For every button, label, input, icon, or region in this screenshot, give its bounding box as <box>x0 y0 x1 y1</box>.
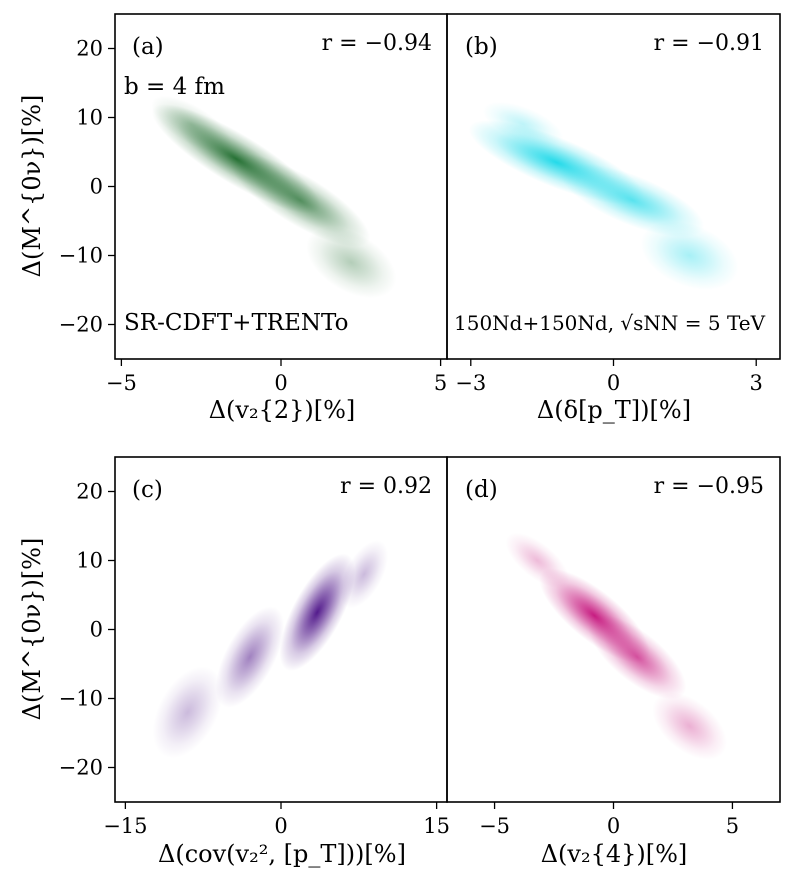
panel-d-density-blob <box>505 532 570 589</box>
panel-a-density-blob <box>151 95 233 153</box>
panel-a: −5 0 5 20 10 0 −10 −20 <box>59 13 448 395</box>
panel-d-corr: r = −0.95 <box>654 474 764 499</box>
panel-d-label: (d) <box>465 477 498 503</box>
panel-b-xtick-label: 3 <box>750 371 763 395</box>
panel-d-xtick-label: −5 <box>479 814 510 838</box>
panel-a-ytick-label: −10 <box>59 244 103 268</box>
panel-c-label: (c) <box>132 477 163 503</box>
panel-d: −5 0 5 <box>446 456 781 838</box>
panel-d-density <box>505 532 727 760</box>
panel-b-label: (b) <box>465 34 498 60</box>
bottom-ylabel: Δ(M^{0ν})[%] <box>18 538 46 721</box>
panel-a-ytick-label: −20 <box>59 313 103 337</box>
top-ylabel: Δ(M^{0ν})[%] <box>18 95 46 278</box>
panel-c-density-blob <box>152 666 223 759</box>
panel-c-xtick-label: −15 <box>103 814 147 838</box>
panel-c-ytick-label: −20 <box>59 756 103 780</box>
panel-a-label: (a) <box>132 34 164 60</box>
panel-c-ytick-label: 10 <box>76 549 103 573</box>
panel-c-density-blob <box>279 553 356 672</box>
panel-a-density-blob <box>230 153 371 247</box>
panel-a-density <box>151 95 397 299</box>
panel-d-density-blob <box>588 614 687 700</box>
panel-a-ytick-label: 20 <box>76 37 103 61</box>
panel-b-density-blob <box>560 163 705 238</box>
model-note: SR-CDFT+TRENTo <box>124 310 348 336</box>
panel-c-xtick-label: 15 <box>423 814 450 838</box>
panel-d-xtick-label: 0 <box>607 814 620 838</box>
panel-b: −3 0 3 <box>446 13 781 395</box>
panel-c-density-blob <box>340 540 388 609</box>
panel-c-density <box>152 540 388 759</box>
panel-b-xlabel: Δ(δ[p_T])[%] <box>537 396 691 424</box>
panel-b-density-blob <box>482 101 564 148</box>
panel-a-ytick-label: 0 <box>90 175 103 199</box>
panel-c-xtick-label: 0 <box>274 814 287 838</box>
panel-b-density-blob <box>640 221 739 290</box>
panel-c-xlabel: Δ(cov(v₂², [p_T]))[%] <box>158 840 406 868</box>
panel-b-xtick-label: −3 <box>455 371 486 395</box>
panel-d-xlabel: Δ(v₂{4})[%] <box>541 840 688 868</box>
panel-c: −15 0 15 20 10 0 −10 −20 <box>59 456 450 838</box>
panel-a-ytick-label: 10 <box>76 106 103 130</box>
panel-d-xtick-label: 5 <box>726 814 739 838</box>
panel-d-density-blob <box>652 692 727 760</box>
panel-b-corr: r = −0.91 <box>654 31 764 56</box>
panel-c-density-blob <box>215 606 285 708</box>
panel-c-corr: r = 0.92 <box>340 474 432 499</box>
panel-c-ytick-label: 20 <box>76 480 103 504</box>
panel-a-xtick-label: 0 <box>274 371 287 395</box>
panel-c-ytick-label: 0 <box>90 618 103 642</box>
panel-a-xtick-label: 5 <box>434 371 447 395</box>
panel-c-ytick-label: −10 <box>59 687 103 711</box>
panel-a-xlabel: Δ(v₂{2})[%] <box>209 396 356 424</box>
panel-a-corr: r = −0.94 <box>322 31 432 56</box>
panel-b-xtick-label: 0 <box>607 371 620 395</box>
impact-parameter-note: b = 4 fm <box>124 74 225 100</box>
panel-a-xtick-label: −5 <box>106 371 137 395</box>
collision-system-note: 150Nd+150Nd, √sNN = 5 TeV <box>454 311 766 335</box>
panel-a-density-blob <box>306 226 397 299</box>
panel-b-density <box>468 101 739 290</box>
